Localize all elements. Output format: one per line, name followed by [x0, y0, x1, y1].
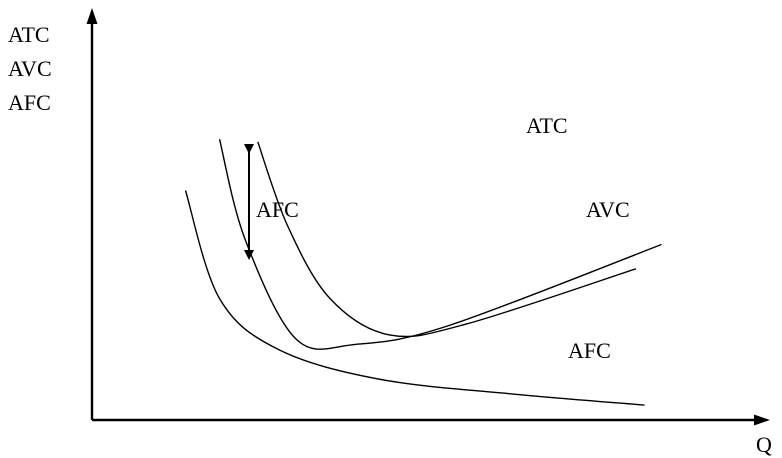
series-afc-label: AFC	[568, 338, 611, 363]
series-afc-curve	[184, 190, 645, 406]
series-atc-curve	[257, 141, 637, 338]
series-atc-label: ATC	[526, 113, 568, 138]
afc-distance-label: AFC	[256, 197, 299, 222]
y-label-line-2: AFC	[8, 90, 51, 115]
x-axis-arrowhead	[754, 414, 770, 426]
series-avc-label: AVC	[586, 197, 630, 222]
y-label-line-1: AVC	[8, 56, 52, 81]
series-avc-curve	[218, 139, 662, 350]
x-axis-label: Q	[756, 432, 772, 457]
y-axis-arrowhead	[86, 8, 98, 24]
y-label-line-0: ATC	[8, 22, 50, 47]
